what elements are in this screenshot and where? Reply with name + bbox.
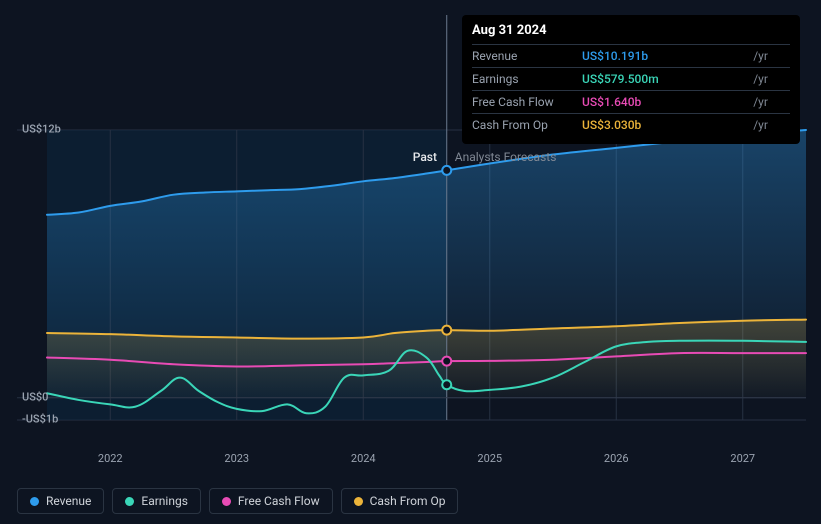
legend-dot-icon [222, 497, 231, 506]
y-tick-label: -US$1b [22, 413, 58, 426]
x-tick-label: 2027 [730, 452, 755, 465]
legend-item-free-cash-flow[interactable]: Free Cash Flow [209, 488, 333, 514]
tooltip-row-value: US$579.500m [582, 68, 749, 91]
x-tick-label: 2022 [98, 452, 123, 465]
legend-dot-icon [125, 497, 134, 506]
tooltip-row: Free Cash FlowUS$1.640b/yr [472, 91, 790, 114]
tooltip-row-value: US$3.030b [582, 114, 749, 137]
legend-dot-icon [354, 497, 363, 506]
tooltip-row-value: US$10.191b [582, 45, 749, 68]
x-tick-label: 2023 [224, 452, 249, 465]
legend-label: Revenue [46, 494, 91, 508]
tooltip-row-label: Cash From Op [472, 114, 582, 137]
legend-dot-icon [30, 497, 39, 506]
tooltip-row-unit: /yr [749, 68, 790, 91]
x-tick-label: 2026 [604, 452, 629, 465]
tooltip-row-unit: /yr [749, 45, 790, 68]
legend-item-revenue[interactable]: Revenue [17, 488, 104, 514]
past-label: Past [413, 150, 437, 164]
legend-label: Cash From Op [370, 494, 446, 508]
tooltip-row-unit: /yr [749, 91, 790, 114]
tooltip-row: RevenueUS$10.191b/yr [472, 45, 790, 68]
tooltip-table: RevenueUS$10.191b/yrEarningsUS$579.500m/… [472, 44, 790, 136]
tooltip-row-label: Revenue [472, 45, 582, 68]
legend-label: Earnings [141, 494, 188, 508]
legend-item-cash-from-op[interactable]: Cash From Op [341, 488, 459, 514]
tooltip-date: Aug 31 2024 [472, 23, 790, 44]
tooltip-row-unit: /yr [749, 114, 790, 137]
x-tick-label: 2024 [351, 452, 376, 465]
tooltip-row-label: Free Cash Flow [472, 91, 582, 114]
legend-item-earnings[interactable]: Earnings [112, 488, 201, 514]
forecast-label: Analysts Forecasts [455, 150, 557, 164]
y-tick-label: US$0 [22, 390, 48, 403]
chart-legend: Revenue Earnings Free Cash Flow Cash From O… [17, 488, 458, 514]
tooltip-row: Cash From OpUS$3.030b/yr [472, 114, 790, 137]
legend-label: Free Cash Flow [238, 494, 320, 508]
tooltip-row-value: US$1.640b [582, 91, 749, 114]
tooltip-row: EarningsUS$579.500m/yr [472, 68, 790, 91]
tooltip-row-label: Earnings [472, 68, 582, 91]
y-tick-label: US$12b [22, 123, 61, 136]
x-tick-label: 2025 [477, 452, 502, 465]
chart-tooltip: Aug 31 2024 RevenueUS$10.191b/yrEarnings… [462, 15, 800, 144]
financial-chart: US$12b US$0 -US$1b 2022 2023 2024 2025 2026 202… [0, 0, 821, 524]
